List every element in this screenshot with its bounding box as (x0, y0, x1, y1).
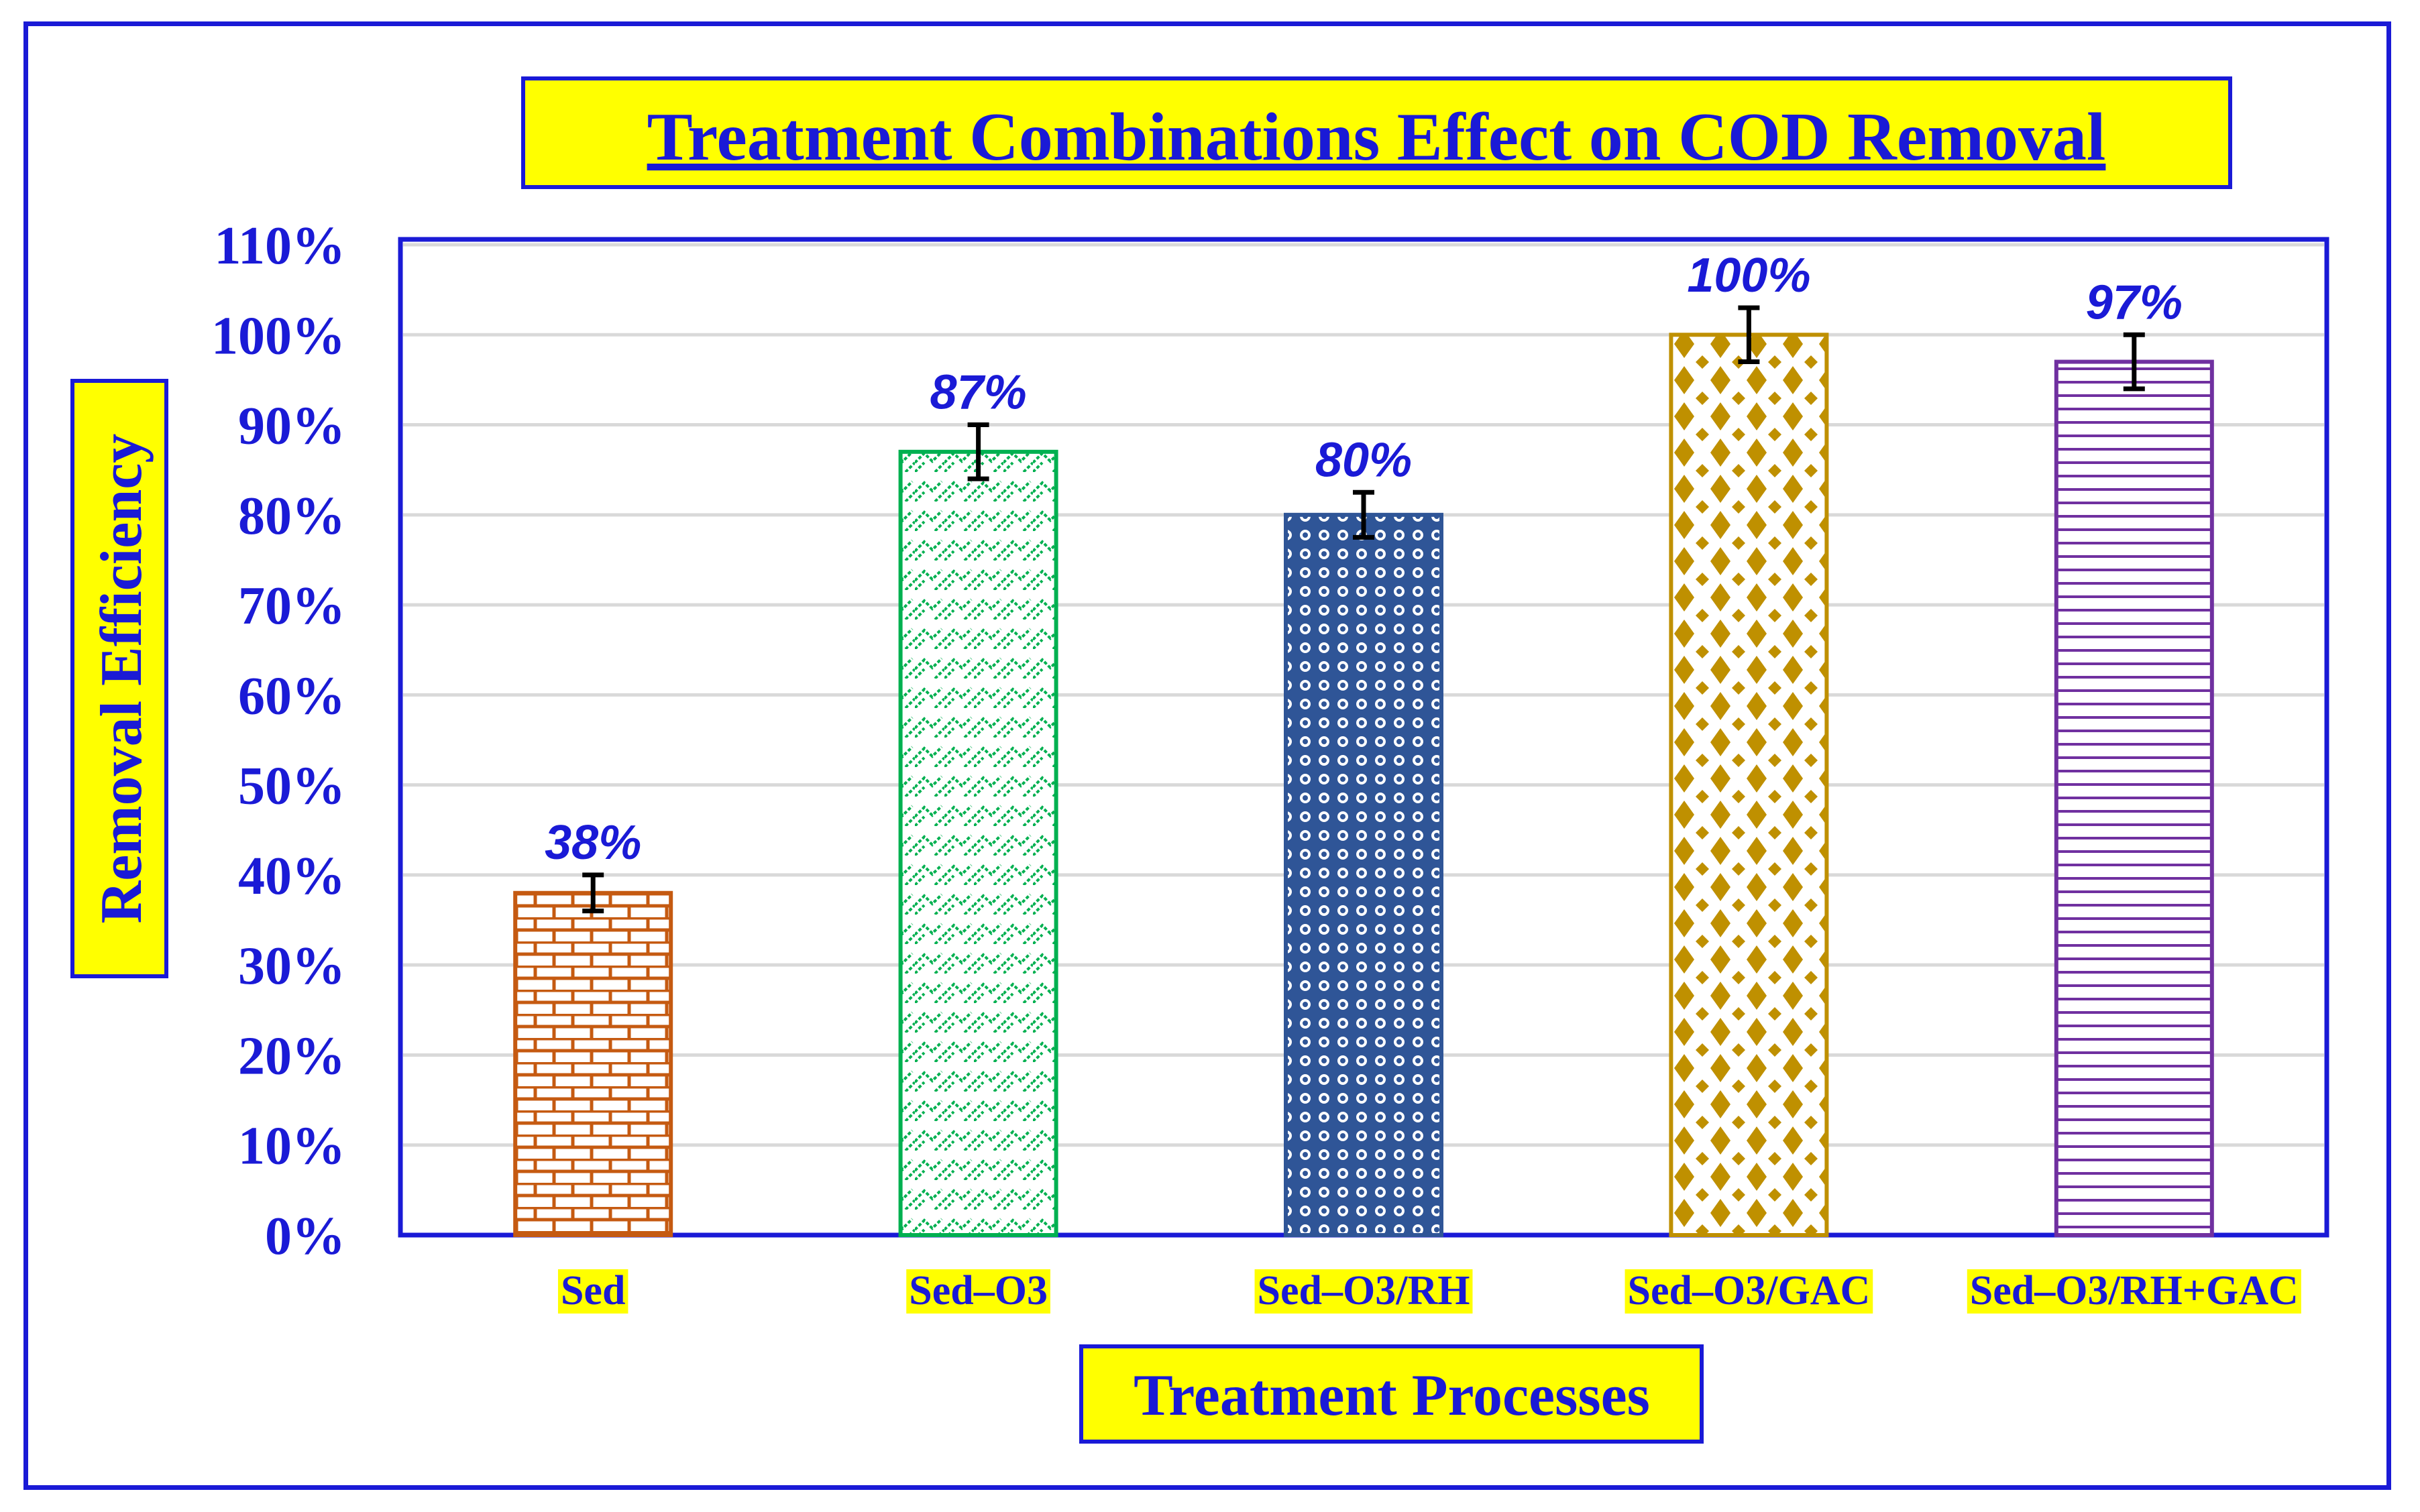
chart-title: Treatment Combinations Effect on COD Rem… (647, 99, 2106, 175)
data-label-4: 97% (2086, 276, 2183, 329)
y-tick-label: 40% (238, 847, 345, 906)
category-label-3: Sed–O3/GAC (1628, 1268, 1871, 1314)
x-axis-title-box (1079, 1344, 1704, 1444)
y-axis-title-box (70, 379, 168, 978)
category-label-4: Sed–O3/RH+GAC (1970, 1268, 2299, 1314)
error-bar-4 (2123, 332, 2145, 392)
y-tick-label: 10% (238, 1117, 345, 1176)
y-tick-label: 70% (238, 577, 345, 636)
y-tick-labels: 0% 10% 20% 30% 40% 50% 60% 70% 80% 90% 100% 110% (211, 217, 345, 1266)
y-tick-label: 80% (238, 487, 345, 546)
data-label-1: 87% (930, 366, 1027, 420)
category-highlight-3 (1625, 1269, 1873, 1314)
category-label-0: Sed (561, 1268, 625, 1314)
data-label-3: 100% (1687, 249, 1810, 302)
error-bar-0 (582, 872, 604, 914)
bar-0 (513, 890, 673, 1238)
chart-title-box (521, 76, 2232, 189)
y-tick-label: 110% (214, 217, 345, 276)
bar-1 (898, 449, 1058, 1237)
x-axis-title: Treatment Processes (1134, 1363, 1650, 1428)
data-label-2: 80% (1315, 433, 1412, 487)
y-tick-label: 30% (238, 937, 345, 996)
category-highlight-1 (906, 1269, 1050, 1314)
y-tick-label: 90% (238, 397, 345, 456)
bar-3 (1669, 333, 1829, 1238)
error-bar-2 (1353, 489, 1374, 540)
y-tick-label: 20% (238, 1027, 345, 1086)
error-bars (582, 305, 2145, 914)
category-highlight-4 (1967, 1269, 2301, 1314)
category-labels: Sed Sed–O3 Sed–O3/RH Sed–O3/GAC Sed–O3/RH+GA… (557, 1268, 2301, 1314)
error-bar-1 (967, 422, 989, 481)
bar-4 (2054, 359, 2214, 1237)
figure-frame (23, 21, 2391, 1490)
data-label-0: 38% (545, 816, 641, 870)
data-labels: 38% 87% 80% 100% 97% (545, 249, 2183, 870)
category-label-2: Sed–O3/RH (1258, 1268, 1470, 1314)
category-highlight-2 (1254, 1269, 1473, 1314)
category-label-1: Sed–O3 (909, 1268, 1048, 1314)
y-tick-label: 0% (265, 1207, 345, 1266)
y-axis-title: Removal Efficiency (89, 434, 154, 924)
y-tick-label: 50% (238, 757, 345, 816)
category-highlight-0 (557, 1269, 628, 1314)
y-tick-label: 60% (238, 666, 345, 725)
bar-2 (1284, 512, 1443, 1237)
error-bar-3 (1738, 305, 1760, 365)
y-tick-label: 100% (211, 306, 345, 365)
